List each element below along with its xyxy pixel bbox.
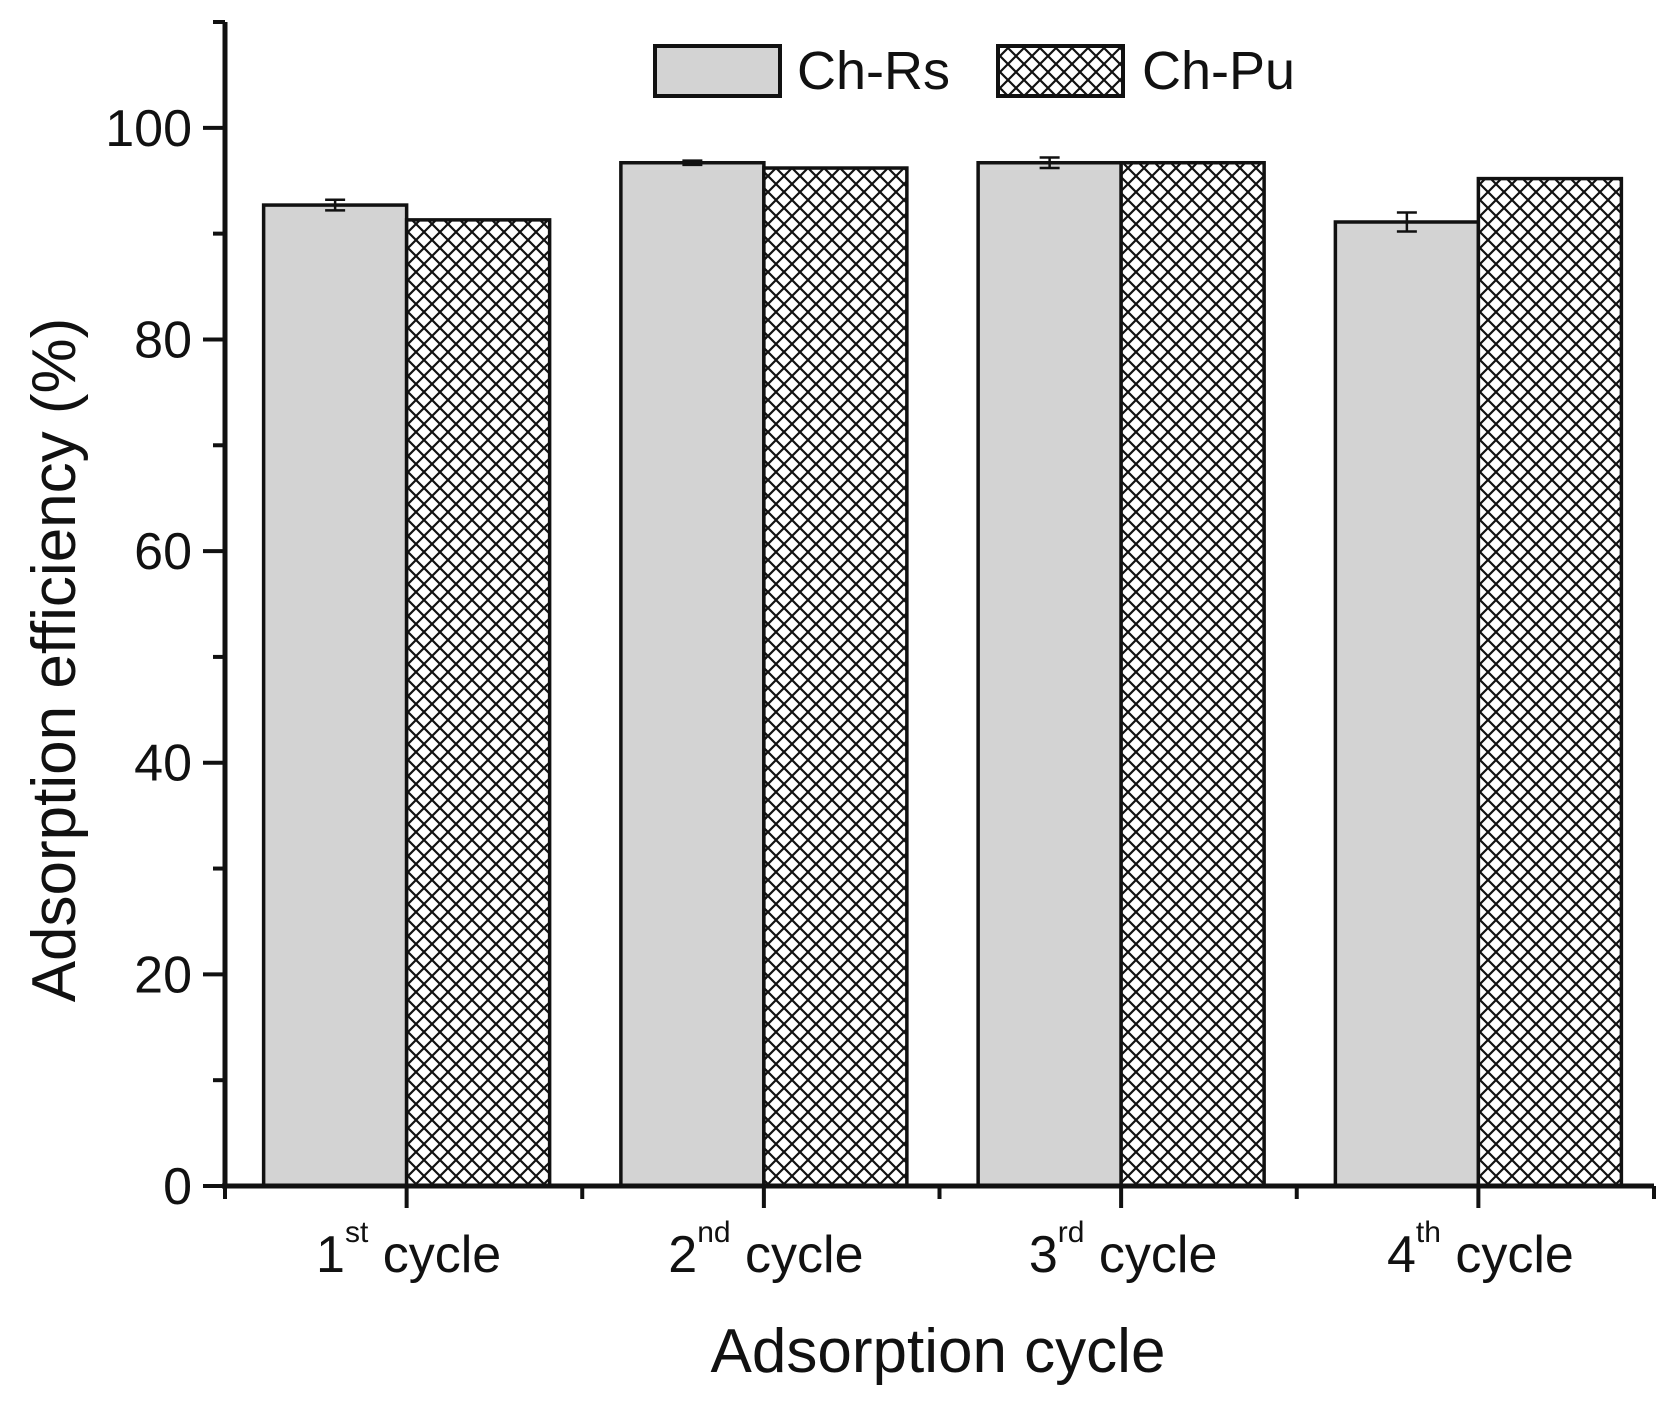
error-bar-ch-rs-3 bbox=[1039, 156, 1060, 170]
x-tick-label-4: 4th cycle bbox=[1387, 1216, 1574, 1284]
y-tick-label-60: 60 bbox=[134, 523, 192, 581]
bar-ch-rs-1 bbox=[261, 203, 409, 1188]
bar-ch-rs-3 bbox=[976, 160, 1123, 1188]
y-tick-label-0: 0 bbox=[163, 1158, 192, 1216]
y-tick-label-100: 100 bbox=[105, 100, 192, 158]
legend-swatch-ch-pu bbox=[996, 44, 1125, 98]
y-tick-label-20: 20 bbox=[134, 946, 192, 1004]
error-bars-layer bbox=[325, 156, 1417, 233]
x-ticks: 1st cycle 2nd cycle 3rd cycle 4th cycle bbox=[223, 1186, 1656, 1284]
error-bar-ch-rs-2 bbox=[682, 159, 703, 167]
error-bar-ch-rs-1 bbox=[325, 198, 346, 212]
x-tick-label-1: 1st cycle bbox=[316, 1216, 501, 1284]
x-tick-label-3: 3rd cycle bbox=[1029, 1216, 1218, 1284]
y-tick-label-40: 40 bbox=[134, 735, 192, 793]
bar-ch-pu-1 bbox=[404, 218, 552, 1188]
bar-ch-pu-2 bbox=[762, 166, 909, 1188]
bar-ch-rs-4 bbox=[1333, 220, 1481, 1188]
y-ticks: 0 20 40 60 80 100 bbox=[105, 20, 225, 1216]
legend-label-ch-rs: Ch-Rs bbox=[797, 41, 950, 101]
error-bar-ch-rs-4 bbox=[1396, 211, 1417, 233]
legend-label-ch-pu: Ch-Pu bbox=[1142, 41, 1295, 101]
bar-ch-rs-2 bbox=[619, 160, 766, 1188]
x-axis-title: Adsorption cycle bbox=[711, 1317, 1166, 1386]
legend: Ch-Rs Ch-Pu bbox=[653, 41, 1295, 101]
legend-swatch-ch-rs bbox=[653, 44, 782, 98]
bar-ch-pu-3 bbox=[1119, 160, 1266, 1188]
y-axis-title: Adsorption efficiency (%) bbox=[20, 318, 89, 1003]
y-tick-label-80: 80 bbox=[134, 311, 192, 369]
bars-layer bbox=[261, 160, 1624, 1188]
bar-ch-pu-4 bbox=[1476, 176, 1624, 1188]
x-tick-label-2: 2nd cycle bbox=[668, 1216, 863, 1284]
